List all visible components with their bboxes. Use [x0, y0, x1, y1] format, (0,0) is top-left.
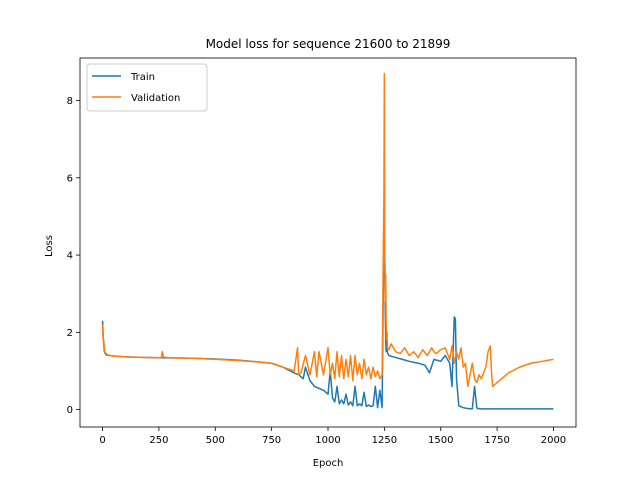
x-tick-label: 1250 [372, 435, 397, 446]
x-tick-label: 750 [262, 435, 281, 446]
legend-label-train: Train [130, 72, 155, 83]
legend-label-validation: Validation [131, 93, 180, 104]
x-tick-label: 1500 [428, 435, 453, 446]
x-tick-label: 2000 [541, 435, 566, 446]
y-axis-label: Loss [44, 235, 55, 257]
y-tick-label: 4 [67, 251, 73, 262]
x-tick-label: 500 [206, 435, 225, 446]
x-tick-label: 1750 [484, 435, 509, 446]
x-axis-label: Epoch [313, 458, 344, 469]
series-line-train [101, 184, 554, 410]
y-tick-label: 8 [67, 96, 73, 107]
y-tick-label: 0 [67, 405, 73, 416]
x-axis-ticks: 0 250 500 750 1000 1250 1500 1750 2000 [99, 427, 566, 446]
chart-title: Model loss for sequence 21600 to 21899 [206, 37, 451, 51]
x-tick-label: 0 [99, 435, 105, 446]
x-tick-label: 1000 [315, 435, 340, 446]
series-layer [101, 72, 554, 410]
x-tick-label: 250 [149, 435, 168, 446]
y-tick-label: 6 [67, 173, 73, 184]
series-line-validation [101, 72, 554, 388]
y-tick-label: 2 [67, 328, 73, 339]
legend: Train Validation [86, 63, 208, 112]
y-axis-ticks: 0 2 4 6 8 [67, 96, 80, 416]
